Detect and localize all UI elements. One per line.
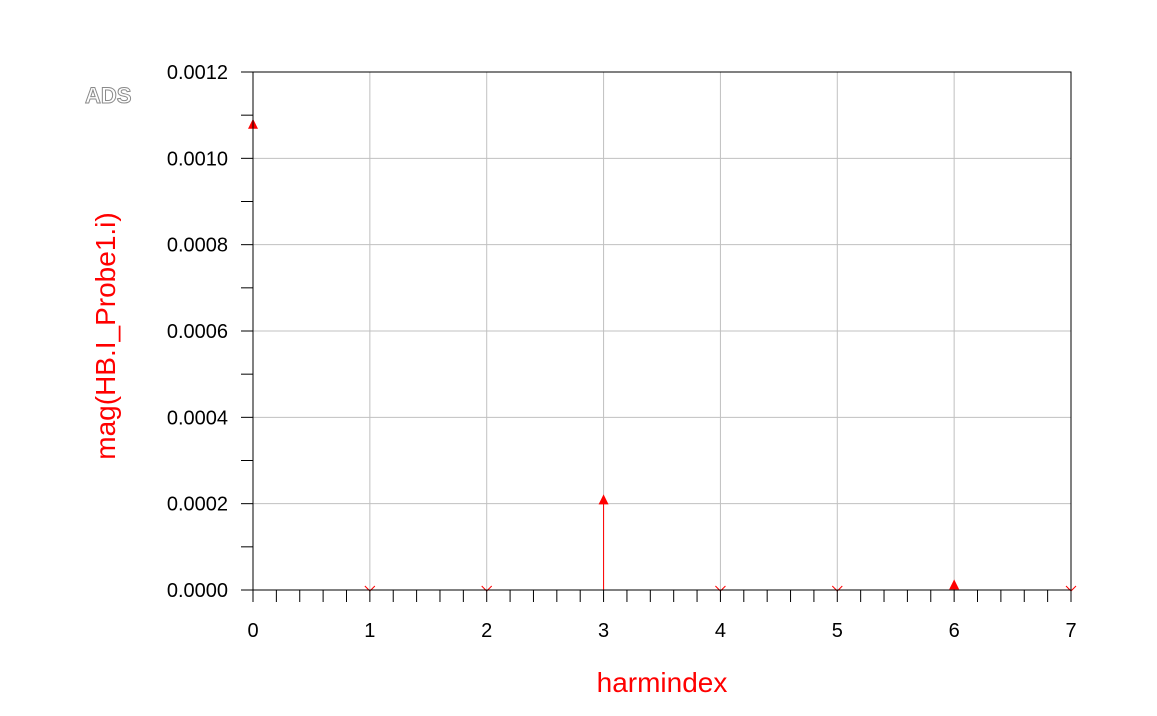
stem-marker [949, 579, 960, 590]
x-tick-label: 1 [364, 620, 375, 642]
y-tick-label: 0.0008 [167, 235, 228, 257]
y-tick-labels: 0.0000 0.0002 0.0004 0.0006 0.0008 0.0010 0.00… [167, 62, 228, 602]
x-tick-label: 6 [949, 620, 960, 642]
x-tick-label: 7 [1065, 620, 1076, 642]
grid [252, 71, 1072, 591]
x-tick-label: 5 [832, 620, 843, 642]
stems [248, 118, 1077, 592]
y-tick-label: 0.0012 [167, 62, 228, 84]
y-tick-label: 0.0004 [167, 407, 228, 429]
y-axis-title: mag(HB.I_Probe1.i) [90, 212, 121, 459]
x-axis-title: harmindex [597, 667, 728, 698]
y-tick-label: 0.0002 [167, 494, 228, 516]
y-tick-label: 0.0000 [167, 580, 228, 602]
x-tick-label: 4 [715, 620, 726, 642]
y-tick-label: 0.0006 [167, 321, 228, 343]
y-tick-label: 0.0010 [167, 148, 228, 170]
x-tick-labels: 0 1 2 3 4 5 6 7 [247, 620, 1076, 642]
x-tick-label: 3 [598, 620, 609, 642]
ads-logo: ADS [85, 83, 131, 108]
x-tick-label: 2 [481, 620, 492, 642]
ticks [241, 71, 1072, 602]
stem-marker [598, 494, 609, 505]
x-tick-label: 0 [247, 620, 258, 642]
